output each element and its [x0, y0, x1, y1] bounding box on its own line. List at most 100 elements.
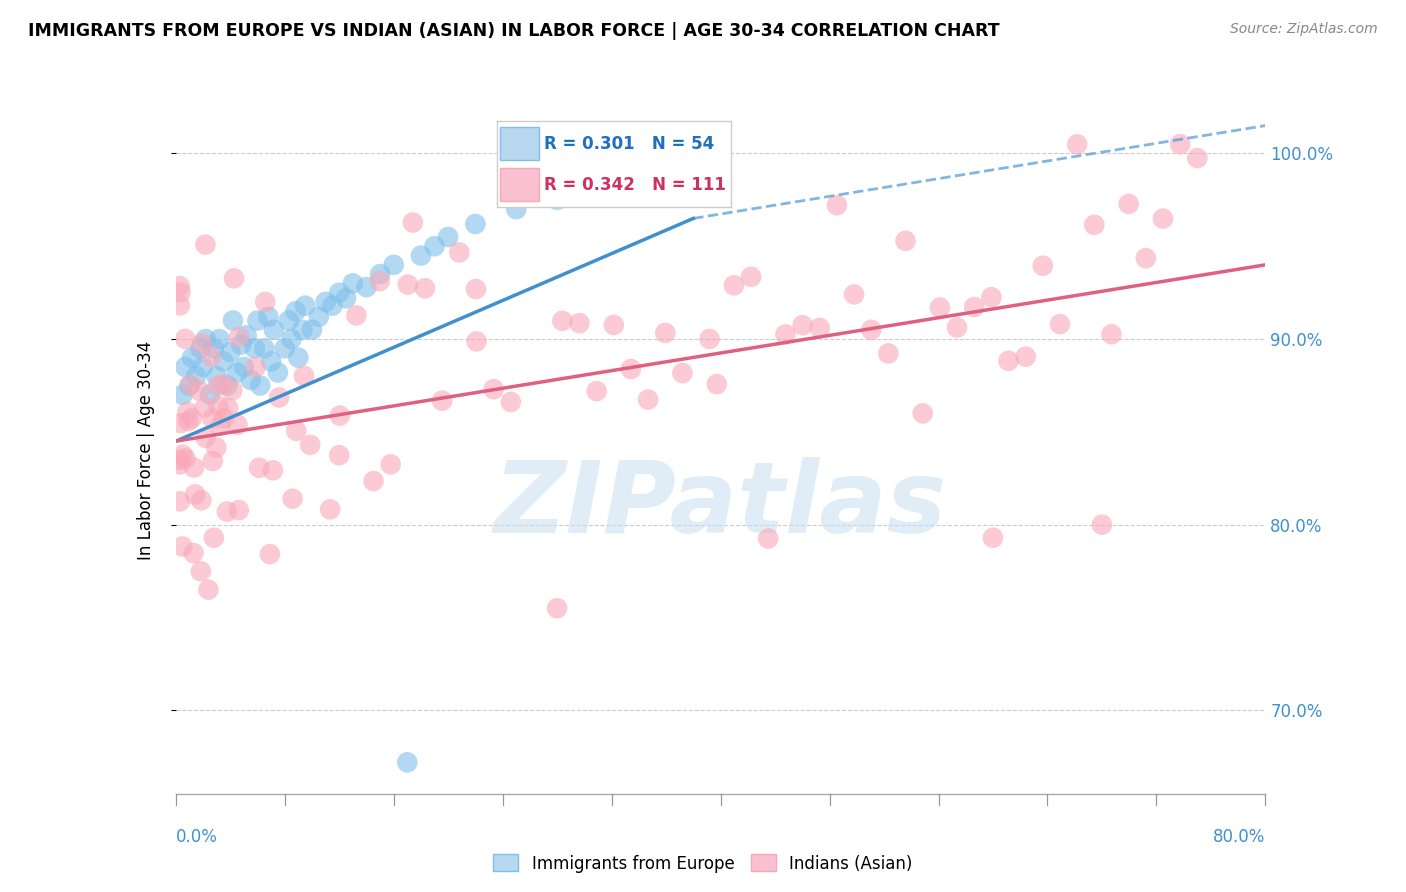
- Point: [179, 378, 201, 392]
- Point: [245, 360, 267, 375]
- Text: 80.0%: 80.0%: [1213, 828, 1265, 846]
- Point: [396, 756, 419, 770]
- Point: [723, 278, 745, 293]
- Point: [260, 354, 283, 368]
- Point: [254, 295, 277, 310]
- Point: [997, 354, 1019, 368]
- Point: [177, 414, 200, 428]
- Point: [315, 295, 337, 310]
- Y-axis label: In Labor Force | Age 30-34: In Labor Force | Age 30-34: [136, 341, 155, 560]
- Point: [585, 384, 607, 398]
- Point: [637, 392, 659, 407]
- Point: [194, 237, 217, 252]
- Point: [464, 217, 486, 231]
- Point: [194, 431, 217, 445]
- Point: [825, 198, 848, 212]
- Point: [980, 290, 1002, 304]
- Point: [671, 366, 693, 380]
- Point: [319, 502, 342, 516]
- Point: [1118, 197, 1140, 211]
- Point: [202, 342, 225, 356]
- Point: [1032, 259, 1054, 273]
- Point: [285, 424, 308, 438]
- Point: [174, 359, 197, 374]
- Point: [194, 332, 217, 346]
- Point: [208, 332, 231, 346]
- Point: [409, 248, 432, 262]
- Point: [756, 532, 779, 546]
- Point: [551, 314, 574, 328]
- Point: [253, 342, 276, 356]
- Point: [1101, 327, 1123, 342]
- Point: [430, 393, 453, 408]
- Point: [382, 258, 405, 272]
- Point: [191, 359, 214, 374]
- Point: [699, 332, 721, 346]
- Point: [201, 454, 224, 468]
- Point: [335, 291, 357, 305]
- Point: [169, 285, 191, 300]
- Point: [226, 417, 249, 432]
- Point: [228, 330, 250, 344]
- Point: [281, 491, 304, 506]
- Point: [946, 320, 969, 334]
- Point: [603, 318, 626, 332]
- Point: [243, 342, 266, 356]
- Point: [226, 366, 249, 380]
- Point: [287, 351, 309, 365]
- Point: [1135, 251, 1157, 265]
- Point: [262, 463, 284, 477]
- Point: [308, 310, 330, 324]
- Point: [217, 401, 239, 415]
- Point: [437, 230, 460, 244]
- Point: [215, 505, 238, 519]
- Point: [239, 373, 262, 387]
- Point: [1187, 151, 1209, 165]
- Point: [249, 378, 271, 392]
- Point: [174, 332, 197, 346]
- Point: [169, 453, 191, 467]
- Text: 0.0%: 0.0%: [176, 828, 218, 846]
- Point: [534, 174, 557, 188]
- Point: [620, 362, 643, 376]
- Point: [207, 399, 229, 413]
- Point: [184, 487, 207, 501]
- Point: [402, 215, 425, 229]
- Point: [654, 326, 676, 340]
- Point: [201, 411, 224, 425]
- Point: [329, 409, 352, 423]
- Point: [200, 350, 222, 364]
- Point: [284, 304, 307, 318]
- Point: [198, 388, 221, 402]
- Point: [172, 388, 194, 402]
- Point: [172, 448, 194, 462]
- Point: [294, 299, 316, 313]
- Point: [482, 382, 505, 396]
- Point: [894, 234, 917, 248]
- Point: [231, 337, 253, 351]
- Point: [205, 369, 228, 384]
- Point: [775, 327, 797, 342]
- Point: [183, 546, 205, 560]
- Point: [197, 582, 219, 597]
- Point: [246, 313, 269, 327]
- Text: ZIPatlas: ZIPatlas: [494, 457, 948, 554]
- Point: [191, 336, 214, 351]
- Point: [212, 411, 235, 425]
- Point: [877, 346, 900, 360]
- Point: [180, 411, 202, 425]
- Point: [546, 193, 568, 207]
- Point: [911, 406, 934, 420]
- Point: [363, 474, 385, 488]
- Point: [194, 401, 217, 415]
- Point: [257, 310, 280, 324]
- Point: [186, 369, 208, 384]
- Point: [682, 165, 704, 179]
- Point: [267, 366, 290, 380]
- Point: [1066, 137, 1088, 152]
- Point: [842, 287, 865, 301]
- Point: [188, 384, 211, 398]
- Point: [228, 503, 250, 517]
- Point: [1152, 211, 1174, 226]
- Point: [280, 332, 302, 346]
